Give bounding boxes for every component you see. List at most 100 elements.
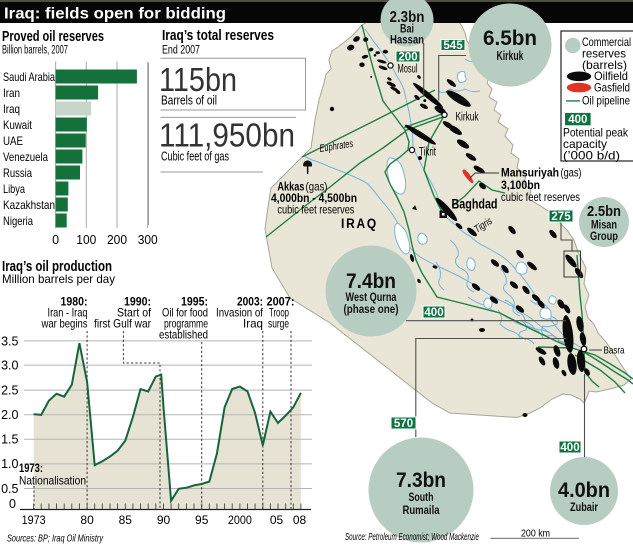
svg-text:Kirkuk: Kirkuk bbox=[456, 112, 479, 124]
svg-text:Barrels of oil: Barrels of oil bbox=[161, 94, 217, 108]
svg-text:2007:: 2007: bbox=[267, 295, 295, 309]
svg-text:Bai: Bai bbox=[400, 22, 414, 36]
svg-text:95: 95 bbox=[195, 513, 209, 527]
svg-text:4,000bn - 4,500bn: 4,000bn - 4,500bn bbox=[271, 191, 357, 205]
svg-text:570: 570 bbox=[394, 418, 413, 430]
svg-text:war begins: war begins bbox=[41, 317, 88, 331]
svg-text:Baghdad: Baghdad bbox=[452, 196, 498, 212]
svg-text:1973:: 1973: bbox=[19, 461, 43, 475]
svg-text:Cubic feet of gas: Cubic feet of gas bbox=[161, 150, 229, 164]
svg-text:Mosul: Mosul bbox=[398, 64, 418, 76]
svg-text:Mansuriyah: Mansuriyah bbox=[501, 166, 559, 180]
svg-text:200: 200 bbox=[398, 52, 417, 64]
svg-text:cubic feet reserves: cubic feet reserves bbox=[501, 190, 580, 204]
svg-text:0.5: 0.5 bbox=[1, 482, 18, 496]
svg-text:Gasfield: Gasfield bbox=[594, 81, 630, 95]
svg-text:1980:: 1980: bbox=[61, 295, 88, 309]
svg-text:Akkas: Akkas bbox=[277, 180, 304, 194]
svg-text:08: 08 bbox=[293, 513, 307, 527]
svg-text:Iran: Iran bbox=[3, 86, 20, 100]
svg-text:cubic feet reserves: cubic feet reserves bbox=[277, 203, 354, 217]
svg-text:Iraq: Iraq bbox=[243, 317, 263, 331]
svg-text:Million barrels per day: Million barrels per day bbox=[2, 272, 115, 286]
svg-text:programme: programme bbox=[164, 317, 208, 331]
svg-text:1995:: 1995: bbox=[181, 295, 208, 309]
svg-text:1.5: 1.5 bbox=[1, 433, 18, 447]
svg-text:Nationalisation: Nationalisation bbox=[19, 474, 86, 488]
svg-text:(gas): (gas) bbox=[561, 166, 582, 180]
svg-text:surge: surge bbox=[268, 317, 289, 331]
svg-text:275: 275 bbox=[551, 211, 571, 223]
svg-text:(’000 b/d): (’000 b/d) bbox=[563, 149, 620, 163]
svg-text:IRAQ: IRAQ bbox=[341, 216, 378, 231]
svg-text:Basra: Basra bbox=[604, 345, 625, 357]
svg-text:545: 545 bbox=[443, 40, 463, 52]
svg-text:Iran - Iraq: Iran - Iraq bbox=[48, 306, 88, 320]
svg-text:0: 0 bbox=[52, 233, 59, 247]
svg-text:Russia: Russia bbox=[3, 166, 32, 180]
svg-text:first Gulf war: first Gulf war bbox=[94, 317, 151, 331]
svg-text:Iraq: fields open for bidding: Iraq: fields open for bidding bbox=[4, 6, 226, 23]
svg-text:Kuwait: Kuwait bbox=[3, 118, 33, 132]
svg-text:South: South bbox=[409, 490, 434, 504]
svg-text:115bn: 115bn bbox=[159, 61, 237, 98]
svg-text:Venezuela: Venezuela bbox=[3, 150, 48, 164]
svg-text:Sources: BP; Iraq Oil Ministry: Sources: BP; Iraq Oil Ministry bbox=[7, 534, 104, 545]
svg-text:4.0bn: 4.0bn bbox=[558, 479, 610, 502]
svg-text:Zubair: Zubair bbox=[570, 500, 598, 514]
svg-text:Group: Group bbox=[590, 231, 618, 243]
svg-text:Kazakhstan: Kazakhstan bbox=[3, 198, 55, 212]
svg-text:2.3bn: 2.3bn bbox=[390, 9, 425, 26]
svg-text:Libya: Libya bbox=[3, 182, 25, 196]
svg-text:Oil pipeline: Oil pipeline bbox=[582, 94, 630, 108]
svg-text:300: 300 bbox=[138, 233, 158, 247]
svg-text:2.5bn: 2.5bn bbox=[587, 203, 621, 220]
svg-text:Misan: Misan bbox=[591, 220, 617, 232]
svg-text:90: 90 bbox=[157, 513, 171, 527]
svg-text:2003:: 2003: bbox=[237, 295, 263, 309]
svg-text:Euphrates: Euphrates bbox=[319, 138, 355, 155]
svg-text:1990:: 1990: bbox=[124, 295, 151, 309]
svg-text:Billion barrels, 2007: Billion barrels, 2007 bbox=[2, 45, 68, 57]
svg-text:Iraq’s total reserves: Iraq’s total reserves bbox=[162, 28, 274, 44]
svg-text:400: 400 bbox=[424, 307, 443, 319]
svg-text:reserves: reserves bbox=[582, 47, 626, 61]
svg-text:Tikrit: Tikrit bbox=[419, 147, 437, 159]
svg-text:2.0: 2.0 bbox=[1, 408, 18, 422]
svg-text:3,100bn: 3,100bn bbox=[501, 178, 540, 192]
svg-text:200 km: 200 km bbox=[521, 528, 550, 540]
svg-text:capacity: capacity bbox=[563, 137, 607, 151]
svg-text:Invasion of: Invasion of bbox=[216, 306, 264, 320]
svg-text:2000: 2000 bbox=[228, 513, 252, 527]
svg-text:3.0: 3.0 bbox=[1, 359, 18, 373]
svg-text:(phase one): (phase one) bbox=[344, 302, 399, 316]
svg-text:Start of: Start of bbox=[117, 306, 152, 320]
svg-text:1.0: 1.0 bbox=[1, 457, 18, 471]
svg-text:2.5: 2.5 bbox=[1, 384, 18, 398]
svg-text:3.5: 3.5 bbox=[1, 335, 18, 349]
svg-text:Nigeria: Nigeria bbox=[3, 214, 33, 228]
svg-text:End 2007: End 2007 bbox=[162, 45, 200, 57]
svg-text:UAE: UAE bbox=[3, 134, 23, 148]
svg-text:(barrels): (barrels) bbox=[582, 58, 627, 72]
svg-text:6.5bn: 6.5bn bbox=[483, 27, 537, 50]
svg-text:400: 400 bbox=[560, 442, 579, 454]
svg-text:0: 0 bbox=[9, 497, 16, 511]
svg-text:1973: 1973 bbox=[22, 513, 46, 527]
svg-text:Potential peak: Potential peak bbox=[563, 126, 629, 140]
svg-text:05: 05 bbox=[270, 513, 284, 527]
svg-text:Oilfield: Oilfield bbox=[594, 69, 628, 83]
svg-text:established: established bbox=[159, 328, 208, 342]
svg-text:7.4bn: 7.4bn bbox=[346, 270, 396, 293]
svg-text:Saudi Arabia: Saudi Arabia bbox=[3, 70, 55, 84]
svg-text:7.3bn: 7.3bn bbox=[396, 469, 446, 492]
svg-text:200: 200 bbox=[107, 233, 127, 247]
svg-text:Commercial: Commercial bbox=[582, 35, 631, 49]
svg-text:Source: Petroleum Economist; W: Source: Petroleum Economist; Wood Macken… bbox=[345, 532, 479, 543]
svg-text:Oil for food: Oil for food bbox=[162, 306, 208, 320]
svg-text:80: 80 bbox=[80, 513, 94, 527]
svg-text:Proved oil reserves: Proved oil reserves bbox=[2, 29, 104, 45]
svg-text:400: 400 bbox=[568, 114, 587, 126]
svg-text:(gas): (gas) bbox=[306, 180, 328, 194]
svg-text:Kirkuk: Kirkuk bbox=[497, 49, 524, 63]
